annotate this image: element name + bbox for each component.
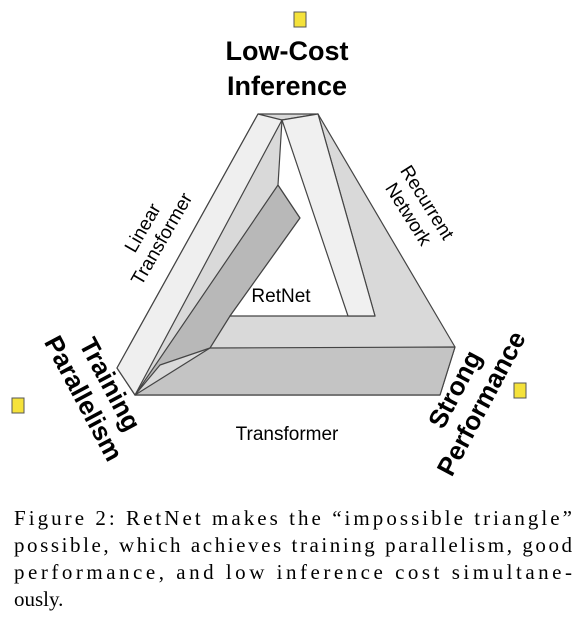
caption-line: Figure 2: RetNet makes the “impossible t… xyxy=(14,506,572,530)
penrose-triangle xyxy=(116,113,456,396)
top-label: Low-Cost xyxy=(226,36,349,66)
top-label: Inference xyxy=(227,71,347,101)
note-icon xyxy=(11,397,25,414)
note-icon xyxy=(513,382,527,399)
caption-line: ously. xyxy=(14,587,63,611)
light-face xyxy=(116,113,283,396)
caption-line: possible, which achieves training parall… xyxy=(14,533,573,557)
caption-line: performance, and low inference cost simu… xyxy=(14,560,572,584)
bottom-face xyxy=(134,346,456,396)
center-label: RetNet xyxy=(251,286,311,307)
right-inner-face xyxy=(281,113,376,317)
note-icons xyxy=(11,11,527,414)
edge-label: Transformer xyxy=(236,424,339,445)
note-icon xyxy=(293,11,307,28)
